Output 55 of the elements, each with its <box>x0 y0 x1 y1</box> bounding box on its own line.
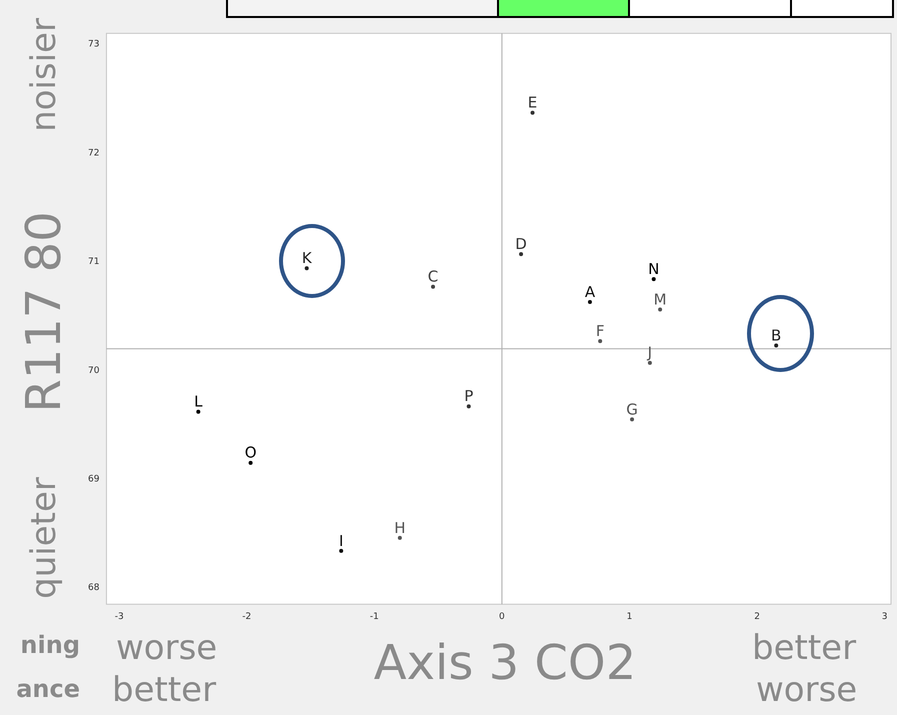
series-label: L <box>194 392 204 411</box>
series-label: F <box>596 322 604 340</box>
y-axis-title: R117 80 <box>16 211 72 413</box>
y-tick-label: 71 <box>88 257 100 268</box>
series-label: I <box>338 532 344 550</box>
y-tick-label: 69 <box>88 474 100 485</box>
series-label: G <box>626 400 638 418</box>
x-tick-label: 1 <box>626 612 632 622</box>
x-tick-label: -2 <box>242 612 252 622</box>
series-label: J <box>646 344 652 362</box>
series-label: A <box>584 282 596 301</box>
point <box>196 410 200 414</box>
series-label: K <box>302 249 313 268</box>
point <box>630 417 634 422</box>
series-label: N <box>648 260 660 278</box>
point <box>648 360 652 365</box>
x-tick-label: 0 <box>499 612 506 622</box>
x-tick-label: 2 <box>754 612 760 622</box>
point <box>530 110 535 115</box>
text: noisier <box>24 18 64 132</box>
text: better <box>752 628 856 668</box>
series-label: M <box>654 290 667 308</box>
point <box>431 284 436 289</box>
text: better <box>112 670 216 710</box>
point <box>339 548 344 553</box>
text: ning <box>20 630 80 660</box>
point <box>248 460 253 465</box>
x-tick-label: -3 <box>114 612 124 622</box>
series-label: E <box>528 94 538 112</box>
y-tick-label: 73 <box>88 40 100 50</box>
series-label: H <box>394 518 406 537</box>
point <box>774 343 778 348</box>
y-tick-label: 70 <box>88 366 100 376</box>
text: quieter <box>24 477 64 599</box>
point <box>598 339 602 344</box>
series-label: O <box>244 444 257 462</box>
series-label: B <box>771 326 782 344</box>
x-axis-title: Axis 3 CO2 <box>374 635 636 691</box>
point <box>466 404 471 408</box>
text: worse <box>756 670 858 710</box>
point <box>658 308 662 312</box>
series-label: C <box>428 268 438 286</box>
text: ance <box>16 674 80 704</box>
point <box>519 252 524 256</box>
text: worse <box>116 628 218 668</box>
point <box>304 266 309 270</box>
point <box>652 277 656 282</box>
point <box>588 300 592 304</box>
y-tick-label: 68 <box>88 583 100 594</box>
series-label: P <box>464 387 474 406</box>
series-label: D <box>515 235 527 253</box>
x-tick-label: 3 <box>882 612 888 622</box>
point <box>398 536 402 540</box>
y-tick-label: 72 <box>88 148 100 158</box>
x-tick-label: -1 <box>370 612 379 622</box>
